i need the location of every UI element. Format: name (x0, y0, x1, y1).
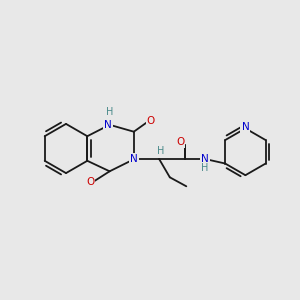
Text: H: H (106, 107, 113, 117)
Text: N: N (130, 154, 138, 164)
Text: N: N (104, 120, 112, 130)
Text: O: O (86, 177, 94, 188)
Text: H: H (157, 146, 164, 156)
Text: O: O (147, 116, 155, 126)
Text: N: N (242, 122, 249, 132)
Text: N: N (201, 154, 209, 164)
Text: O: O (176, 137, 184, 147)
Text: H: H (201, 163, 208, 173)
